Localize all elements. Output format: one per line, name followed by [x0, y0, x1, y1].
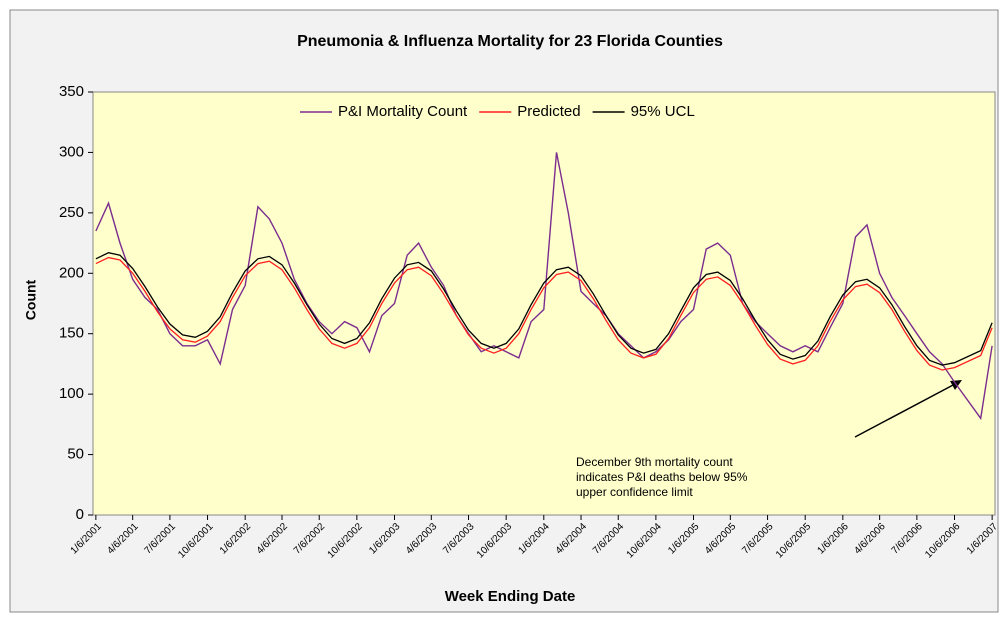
- legend-label: 95% UCL: [631, 103, 695, 120]
- chart-title: Pneumonia & Influenza Mortality for 23 F…: [297, 33, 723, 50]
- y-tick-label: 50: [67, 446, 84, 463]
- series-line: [95, 252, 993, 366]
- y-tick-label: 300: [59, 143, 84, 160]
- y-axis-label: Count: [23, 279, 39, 320]
- series-line: [95, 152, 993, 421]
- y-tick-label: 250: [59, 204, 84, 221]
- annotation: upper confidence limit: [576, 485, 693, 499]
- y-tick-label: 0: [76, 506, 84, 523]
- annotation: December 9th mortality count: [576, 455, 733, 469]
- legend-label: Predicted: [517, 103, 580, 120]
- series-line: [95, 256, 993, 371]
- legend-label: P&I Mortality Count: [338, 103, 468, 120]
- y-tick-label: 200: [59, 264, 84, 281]
- y-tick-label: 150: [59, 325, 84, 342]
- y-tick-label: 100: [59, 385, 84, 402]
- x-axis-label: Week Ending Date: [445, 588, 576, 605]
- annotation: indicates P&I deaths below 95%: [576, 470, 748, 484]
- y-tick-label: 350: [59, 83, 84, 100]
